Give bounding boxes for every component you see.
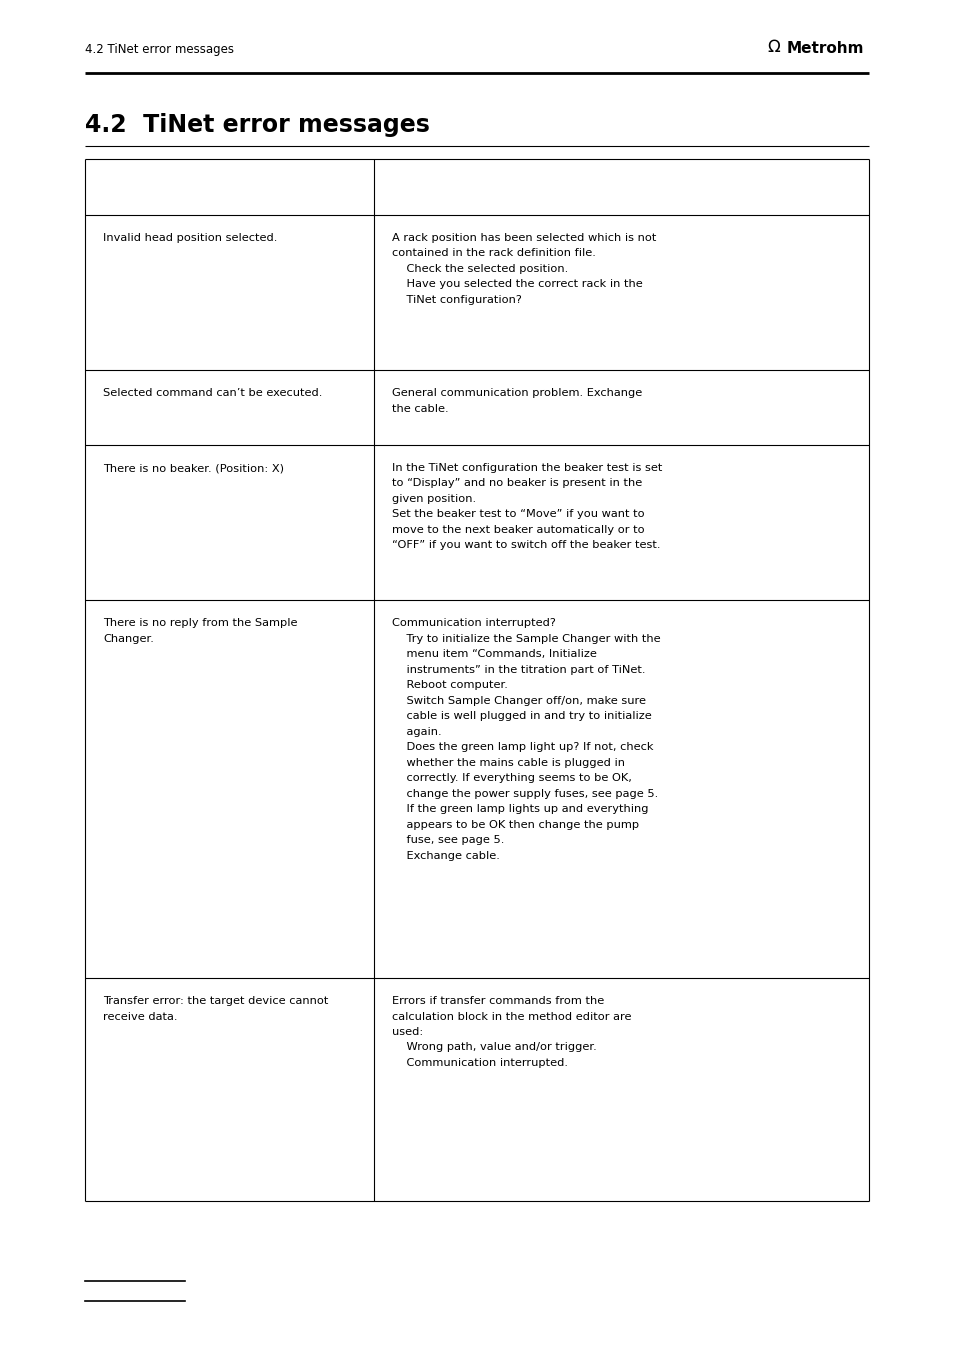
Text: Try to initialize the Sample Changer with the: Try to initialize the Sample Changer wit… [391, 634, 659, 643]
Text: the cable.: the cable. [391, 404, 448, 413]
Text: Have you selected the correct rack in the: Have you selected the correct rack in th… [391, 280, 641, 289]
Text: A rack position has been selected which is not: A rack position has been selected which … [391, 232, 656, 243]
Text: 4.2 TiNet error messages: 4.2 TiNet error messages [85, 43, 233, 55]
Text: “OFF” if you want to switch off the beaker test.: “OFF” if you want to switch off the beak… [391, 540, 659, 550]
Text: Changer.: Changer. [103, 634, 153, 643]
Text: Exchange cable.: Exchange cable. [391, 851, 498, 861]
Text: used:: used: [391, 1027, 422, 1038]
Text: fuse, see page 5.: fuse, see page 5. [391, 835, 503, 844]
Text: receive data.: receive data. [103, 1012, 177, 1021]
Text: to “Display” and no beaker is present in the: to “Display” and no beaker is present in… [391, 478, 641, 489]
Text: Does the green lamp light up? If not, check: Does the green lamp light up? If not, ch… [391, 742, 652, 753]
Text: If the green lamp lights up and everything: If the green lamp lights up and everythi… [391, 804, 647, 815]
Text: Selected command can’t be executed.: Selected command can’t be executed. [103, 388, 322, 399]
Text: correctly. If everything seems to be OK,: correctly. If everything seems to be OK, [391, 773, 631, 784]
Text: TiNet configuration?: TiNet configuration? [391, 295, 521, 305]
Text: cable is well plugged in and try to initialize: cable is well plugged in and try to init… [391, 711, 651, 721]
Text: There is no reply from the Sample: There is no reply from the Sample [103, 617, 297, 628]
Text: 4.2  TiNet error messages: 4.2 TiNet error messages [85, 113, 430, 136]
Text: Reboot computer.: Reboot computer. [391, 680, 507, 690]
Text: change the power supply fuses, see page 5.: change the power supply fuses, see page … [391, 789, 657, 798]
Text: Communication interrupted.: Communication interrupted. [391, 1058, 567, 1069]
Text: Invalid head position selected.: Invalid head position selected. [103, 232, 277, 243]
Text: Wrong path, value and/or trigger.: Wrong path, value and/or trigger. [391, 1043, 596, 1052]
Text: move to the next beaker automatically or to: move to the next beaker automatically or… [391, 526, 643, 535]
Text: In the TiNet configuration the beaker test is set: In the TiNet configuration the beaker te… [391, 463, 661, 473]
Text: instruments” in the titration part of TiNet.: instruments” in the titration part of Ti… [391, 665, 644, 674]
Text: Communication interrupted?: Communication interrupted? [391, 617, 555, 628]
Text: Transfer error: the target device cannot: Transfer error: the target device cannot [103, 996, 328, 1006]
Text: whether the mains cable is plugged in: whether the mains cable is plugged in [391, 758, 624, 767]
Text: There is no beaker. (Position: X): There is no beaker. (Position: X) [103, 463, 284, 473]
Text: Ω: Ω [766, 38, 779, 55]
Text: Check the selected position.: Check the selected position. [391, 263, 567, 274]
Text: calculation block in the method editor are: calculation block in the method editor a… [391, 1012, 630, 1021]
Text: appears to be OK then change the pump: appears to be OK then change the pump [391, 820, 638, 830]
Text: menu item “Commands, Initialize: menu item “Commands, Initialize [391, 648, 596, 659]
Text: Errors if transfer commands from the: Errors if transfer commands from the [391, 996, 603, 1006]
Text: Switch Sample Changer off/on, make sure: Switch Sample Changer off/on, make sure [391, 696, 645, 705]
Text: again.: again. [391, 727, 440, 736]
Text: given position.: given position. [391, 494, 476, 504]
Text: General communication problem. Exchange: General communication problem. Exchange [391, 388, 641, 399]
Text: contained in the rack definition file.: contained in the rack definition file. [391, 249, 595, 258]
Text: Set the beaker test to “Move” if you want to: Set the beaker test to “Move” if you wan… [391, 509, 643, 520]
Text: Metrohm: Metrohm [785, 41, 863, 55]
